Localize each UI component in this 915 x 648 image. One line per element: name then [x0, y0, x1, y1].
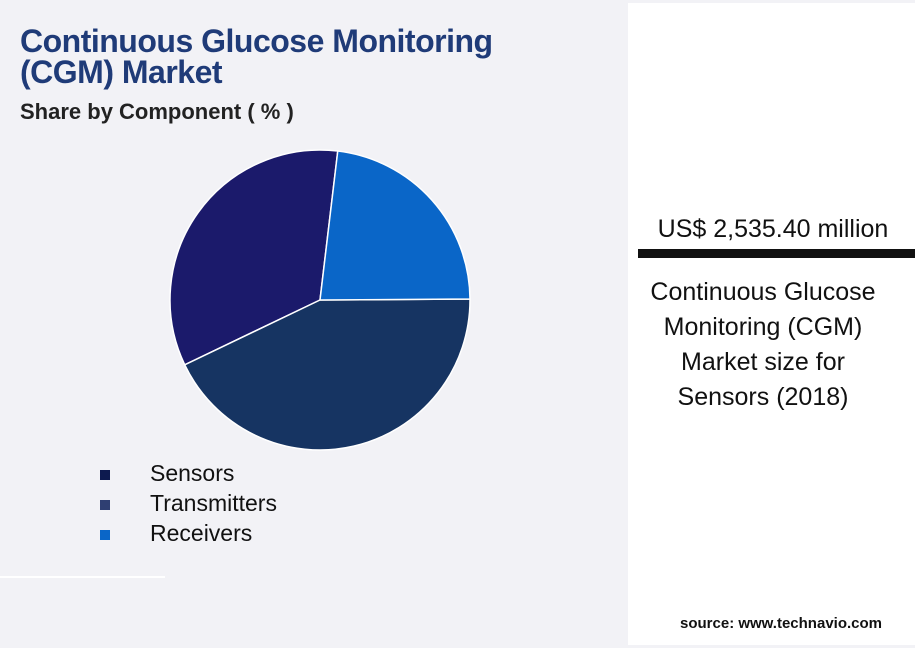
- description: Continuous Glucose Monitoring (CGM) Mark…: [650, 278, 876, 411]
- chart-title: Continuous Glucose Monitoring (CGM) Mark…: [20, 23, 493, 90]
- pie-slice: [183, 298, 471, 451]
- pie-slice: [319, 150, 471, 301]
- divider: [0, 576, 165, 578]
- legend-swatch: [100, 530, 110, 540]
- headline-value: US$ 2,535.40 million: [657, 215, 889, 243]
- chart: Sensors Transmitters Receivers: [100, 149, 471, 546]
- chart-subtitle: Share by Component ( % ): [20, 99, 294, 124]
- legend-label: Sensors: [150, 460, 234, 486]
- legend-swatch: [100, 500, 110, 510]
- legend-swatch: [100, 470, 110, 480]
- source: source: www.technavio.com: [680, 615, 882, 632]
- side-panel: US$ 2,535.40 million Continuous Glucose …: [628, 3, 915, 645]
- legend-label: Transmitters: [150, 490, 277, 516]
- rule: [638, 249, 915, 258]
- legend-label: Receivers: [150, 520, 252, 546]
